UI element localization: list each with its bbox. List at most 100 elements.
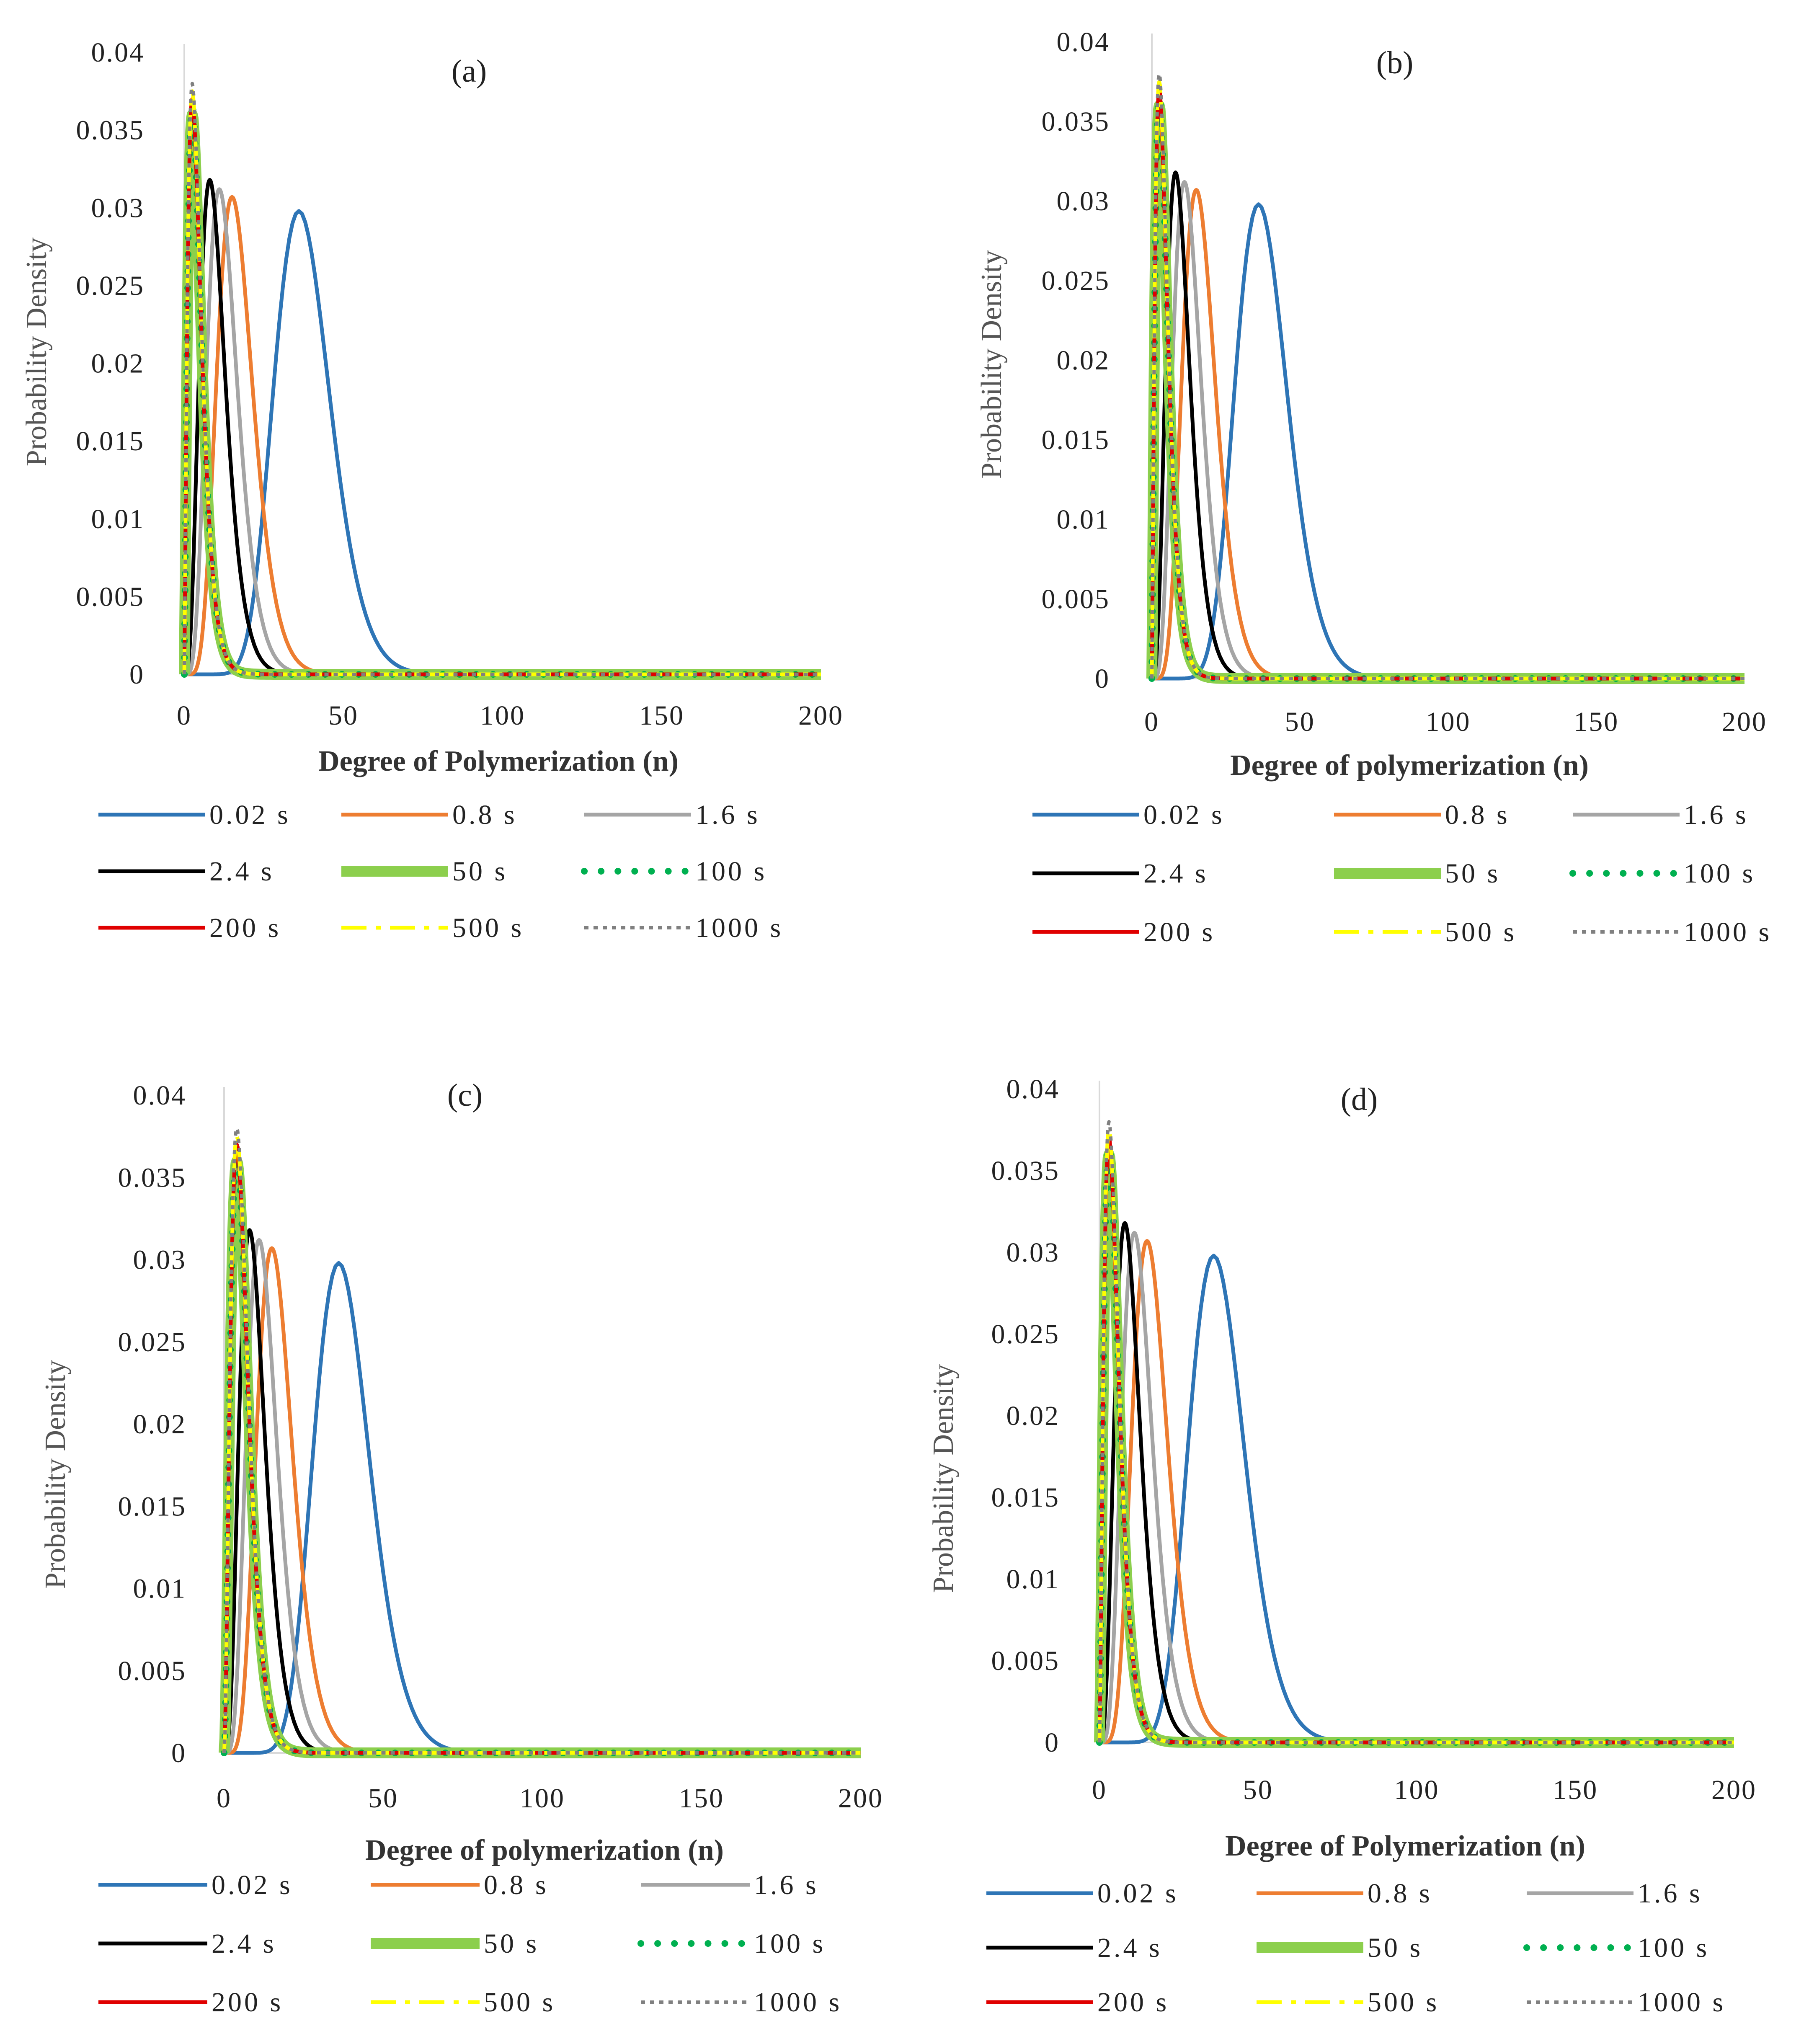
chart-c-ytick: 0.025 <box>118 1327 187 1358</box>
chart-d-ytick: 0 <box>1045 1727 1060 1758</box>
chart-d-xlabel: Degree of Polymerization (n) <box>1225 1830 1585 1862</box>
chart-d-legend-label: 50 s <box>1368 1933 1423 1963</box>
chart-b-legend-label: 1000 s <box>1684 917 1772 947</box>
chart-c-legend-label: 1.6 s <box>754 1870 819 1900</box>
chart-a-xlabel: Degree of Polymerization (n) <box>318 745 679 777</box>
chart-c-legend-label: 100 s <box>754 1928 826 1959</box>
chart-d-series-line <box>1096 1143 1737 1746</box>
chart-a-title: (a) <box>452 54 487 89</box>
chart-d-series-line <box>1097 1128 1734 1745</box>
chart-d-ytick: 0.025 <box>991 1319 1060 1350</box>
chart-c-legend-label: 2.4 s <box>212 1928 276 1959</box>
chart-a-xtick: 50 <box>328 700 359 731</box>
chart-a-series-line <box>179 109 823 680</box>
chart-d-xtick: 150 <box>1553 1775 1598 1805</box>
chart-a-legend-label: 100 s <box>695 856 767 887</box>
chart-b-xtick: 200 <box>1722 707 1767 737</box>
chart-b-series-line <box>1146 100 1747 684</box>
chart-c-series-line <box>223 1238 861 1755</box>
chart-d-ytick: 0.03 <box>1006 1237 1060 1268</box>
chart-b-series-line <box>1151 188 1744 681</box>
chart-a-series-line <box>183 82 821 676</box>
chart-a-ytick: 0 <box>129 659 145 690</box>
chart-b-ytick: 0.04 <box>1057 27 1110 57</box>
chart-b-ylabel: Probability Density <box>975 250 1008 479</box>
chart-a-series-line <box>181 103 824 678</box>
chart-c-legend-label: 50 s <box>484 1928 539 1959</box>
chart-c-ytick: 0.015 <box>118 1491 187 1522</box>
chart-a-ytick: 0.04 <box>91 37 145 68</box>
chart-b-legend-label: 50 s <box>1445 858 1500 889</box>
chart-b-legend-label: 0.8 s <box>1445 800 1510 830</box>
chart-d-legend-label: 0.02 s <box>1097 1878 1179 1909</box>
chart-d-legend-label: 1.6 s <box>1638 1878 1703 1909</box>
chart-a-series-line <box>183 209 821 676</box>
chart-d-ytick: 0.04 <box>1006 1074 1060 1105</box>
chart-c-xtick: 0 <box>217 1783 232 1814</box>
chart-b-series-line <box>1151 202 1744 681</box>
chart-d-ytick: 0.035 <box>991 1156 1060 1186</box>
chart-b-title: (b) <box>1376 45 1414 80</box>
panel-c: (c) 0 0.005 0.01 0.015 0.02 0.025 0.03 0.035 0.0… <box>0 1022 904 2044</box>
chart-c-legend-label: 200 s <box>212 1987 283 2018</box>
chart-c-ytick: 0.02 <box>133 1409 187 1440</box>
chart-b-series-line <box>1150 72 1744 680</box>
chart-b-xlabel: Degree of polymerization (n) <box>1230 749 1589 782</box>
chart-c-svg: (c) 0 0.005 0.01 0.015 0.02 0.025 0.03 0.035 0.0… <box>39 1078 883 2018</box>
chart-c-series-line <box>221 1149 864 1756</box>
chart-b-legend-label: 1.6 s <box>1684 800 1749 830</box>
chart-c-ytick: 0.04 <box>133 1080 187 1111</box>
chart-a-ytick: 0.03 <box>91 193 145 223</box>
chart-c-xtick: 200 <box>838 1783 883 1814</box>
chart-c-ytick: 0.03 <box>133 1245 187 1275</box>
chart-a-ytick: 0.01 <box>91 504 145 534</box>
chart-a-xtick: 100 <box>480 700 525 731</box>
chart-a-xtick: 200 <box>798 700 844 731</box>
chart-a-ylabel: Probability Density <box>21 237 53 466</box>
panel-d: (d) 0 0.005 0.01 0.015 0.02 0.025 0.03 0.035 0.0… <box>911 1022 1809 2044</box>
chart-d-ytick: 0.005 <box>991 1646 1060 1676</box>
chart-b-series-line <box>1151 180 1744 681</box>
chart-a-legend-label: 200 s <box>209 913 281 943</box>
chart-a-xtick: 150 <box>639 700 684 731</box>
chart-d-xtick: 100 <box>1394 1775 1440 1805</box>
chart-d-ytick: 0.02 <box>1006 1401 1060 1431</box>
chart-c-series-line <box>223 1228 861 1755</box>
chart-d-legend-label: 200 s <box>1097 1987 1169 2018</box>
chart-a-ytick: 0.02 <box>91 348 145 379</box>
chart-c-ytick: 0.035 <box>118 1162 187 1193</box>
chart-b-svg: (b) 0 0.005 0.01 0.015 0.02 0.025 0.03 0.035 0.0… <box>975 27 1772 947</box>
chart-b-legend-label: 0.02 s <box>1143 800 1225 830</box>
chart-c-series-line <box>222 1126 861 1755</box>
chart-d-series-line <box>1098 1231 1734 1745</box>
chart-a-xtick: 0 <box>177 700 192 731</box>
chart-a-ytick: 0.015 <box>76 426 145 457</box>
chart-d-svg: (d) 0 0.005 0.01 0.015 0.02 0.025 0.03 0.035 0.0… <box>927 1074 1755 2018</box>
chart-b-series-line <box>1151 170 1744 681</box>
chart-d-legend-label: 2.4 s <box>1097 1933 1162 1963</box>
chart-d-ytick: 0.015 <box>991 1482 1060 1513</box>
chart-b-ytick: 0.03 <box>1057 186 1110 217</box>
chart-d-legend-label: 500 s <box>1368 1987 1439 2018</box>
chart-c-xlabel: Degree of polymerization (n) <box>365 1834 724 1866</box>
chart-a-ytick: 0.035 <box>76 115 145 146</box>
chart-c-xtick: 50 <box>368 1783 398 1814</box>
chart-c-series-line <box>219 1156 863 1758</box>
chart-a-series-line <box>183 178 821 676</box>
chart-d-legend-label: 1000 s <box>1638 1987 1726 2018</box>
chart-a-ytick: 0.025 <box>76 271 145 301</box>
chart-a-ytick: 0.005 <box>76 581 145 612</box>
chart-b-series-line <box>1150 80 1744 681</box>
chart-b-ytick: 0.005 <box>1042 584 1110 614</box>
chart-c-ylabel: Probability Density <box>39 1360 72 1589</box>
chart-b-xtick: 150 <box>1574 707 1619 737</box>
chart-b-ytick: 0.015 <box>1042 425 1110 455</box>
chart-c-title: (c) <box>447 1078 483 1113</box>
chart-d-series-line <box>1097 1136 1734 1745</box>
chart-b-ytick: 0.025 <box>1042 266 1110 296</box>
chart-b-xtick: 0 <box>1144 707 1159 737</box>
chart-c-ytick: 0.005 <box>118 1656 187 1686</box>
chart-c-ytick: 0 <box>171 1738 186 1768</box>
chart-a-legend-label: 500 s <box>452 913 524 943</box>
panel-b: (b) 0 0.005 0.01 0.015 0.02 0.025 0.03 0.035 0.0… <box>911 0 1809 1022</box>
